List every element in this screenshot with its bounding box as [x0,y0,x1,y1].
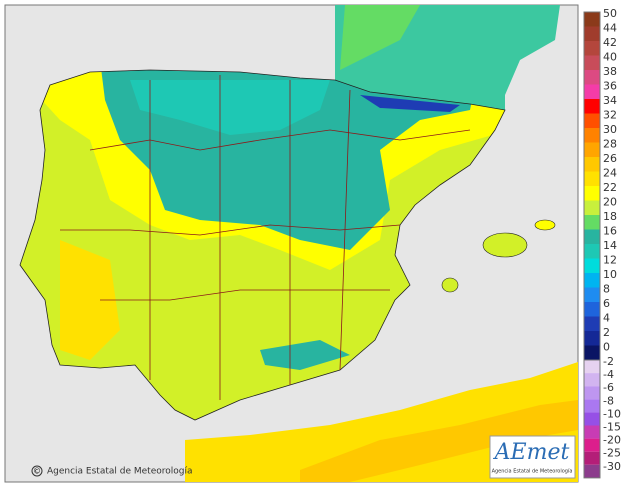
legend-swatch [584,128,600,143]
legend-label: 4 [603,312,610,325]
legend-swatch [584,258,600,273]
legend-label: -25 [603,447,621,460]
portugal-south [60,240,120,360]
legend-label: 14 [603,239,617,252]
credit-symbol: © [33,467,41,476]
logo-subtitle: Agencia Estatal de Meteorología [492,468,573,475]
legend-label: 18 [603,210,617,223]
legend-swatch [584,215,600,230]
legend-label: 20 [603,196,617,209]
legend-label: 0 [603,341,610,354]
ibiza [441,277,459,293]
legend-label: 24 [603,167,617,180]
legend-label: -4 [603,368,614,381]
legend-swatch [584,273,600,288]
legend-swatch [584,386,600,400]
legend-label: -6 [603,381,614,394]
legend-label: 16 [603,225,617,238]
legend-swatch [584,171,600,186]
legend-label: 50 [603,7,617,20]
legend-label: -8 [603,394,614,407]
legend-swatch [584,55,600,70]
mallorca [482,232,528,258]
legend-swatch [584,157,600,172]
legend-label: 30 [603,123,617,136]
legend-label: -30 [603,460,621,473]
logo-box [489,435,576,479]
legend-label: 42 [603,36,617,49]
menorca [534,219,556,231]
legend-label: -15 [603,421,621,434]
legend-swatch [584,316,600,331]
legend-swatch [584,84,600,99]
province-borders [60,75,471,400]
legend-label: 44 [603,22,617,35]
legend-swatch [584,26,600,41]
legend-label: 26 [603,152,617,165]
legend-label: 22 [603,181,617,194]
legend-swatch [584,438,600,452]
legend-swatch [584,244,600,259]
legend-swatch [584,12,600,27]
credit-circle [31,465,43,477]
legend-swatch [584,360,600,374]
legend-swatch [584,464,600,478]
pyrenees [360,95,460,112]
legend-label: 38 [603,65,617,78]
credit-text: Agencia Estatal de Meteorología [47,467,193,477]
legend-swatch [584,113,600,128]
legend-frame [583,359,601,479]
legend-swatch [584,412,600,426]
legend-label: 32 [603,109,617,122]
coastline [19,69,506,421]
legend-swatch [584,99,600,114]
mountains-north [130,80,330,135]
africa-hot [300,400,578,482]
legend-label: 12 [603,254,617,267]
legend-swatch [584,399,600,413]
legend-label: 36 [603,80,617,93]
legend-label: 8 [603,283,610,296]
legend-label: -20 [603,434,621,447]
legend-label: 40 [603,51,617,64]
legend-swatch [584,331,600,346]
legend-swatch [584,142,600,157]
legend-label: 2 [603,326,610,339]
legend-swatch [584,302,600,317]
legend-swatch [584,229,600,244]
legend-swatch [584,41,600,56]
logo-name: AEmet [493,440,570,465]
legend-label: -10 [603,407,621,420]
legend-swatch [584,425,600,439]
legend-label: 28 [603,138,617,151]
legend-swatch [584,186,600,201]
legend-swatch [584,451,600,465]
legend-swatch [584,345,600,360]
france-west [340,5,420,70]
legend-swatch [584,287,600,302]
sierra-nevada [260,340,350,370]
legend-label: -2 [603,355,614,368]
legend-swatch [584,200,600,215]
africa-area [185,362,578,482]
legend-swatch [584,70,600,85]
legend-label: 34 [603,94,617,107]
legend-swatch [584,373,600,387]
legend-label: 6 [603,297,610,310]
legend-label: 10 [603,268,617,281]
